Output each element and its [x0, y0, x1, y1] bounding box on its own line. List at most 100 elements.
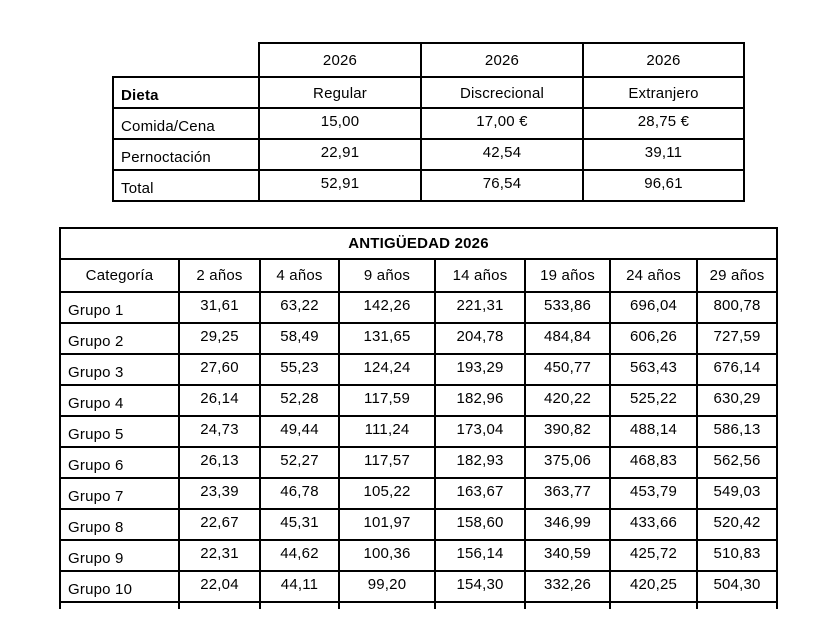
antiguedad-column-header: 2 años — [178, 258, 261, 293]
antiguedad-value-cell: 363,77 — [524, 477, 611, 510]
cutoff-cell — [609, 601, 698, 609]
antiguedad-value-cell: 630,29 — [696, 384, 778, 417]
antiguedad-value-cell: 22,67 — [178, 508, 261, 541]
antiguedad-title-row: ANTIGÜEDAD 2026 — [59, 227, 778, 260]
antiguedad-row-label: Grupo 7 — [59, 477, 180, 510]
dieta-column-header: Regular — [258, 76, 422, 109]
cutoff-cell — [434, 601, 526, 609]
antiguedad-value-cell: 468,83 — [609, 446, 698, 479]
cutoff-cell — [178, 601, 261, 609]
antiguedad-row-label: Grupo 2 — [59, 322, 180, 355]
dieta-header-row: Dieta Regular Discrecional Extranjero — [112, 76, 745, 109]
antiguedad-value-cell: 182,96 — [434, 384, 526, 417]
antiguedad-row-label: Grupo 4 — [59, 384, 180, 417]
antiguedad-value-cell: 504,30 — [696, 570, 778, 603]
antiguedad-column-header: 4 años — [259, 258, 340, 293]
antiguedad-row: Grupo 3 27,60 55,23 124,24 193,29 450,77… — [59, 353, 778, 386]
dieta-column-header: Discrecional — [420, 76, 584, 109]
antiguedad-value-cell: 510,83 — [696, 539, 778, 572]
dieta-row: Comida/Cena 15,00 17,00 € 28,75 € — [112, 107, 745, 140]
antiguedad-column-header: 14 años — [434, 258, 526, 293]
dieta-row-label: Comida/Cena — [112, 107, 260, 140]
antiguedad-value-cell: 22,04 — [178, 570, 261, 603]
antiguedad-value-cell: 549,03 — [696, 477, 778, 510]
antiguedad-value-cell: 562,56 — [696, 446, 778, 479]
antiguedad-row: Grupo 7 23,39 46,78 105,22 163,67 363,77… — [59, 477, 778, 510]
antiguedad-column-header: 29 años — [696, 258, 778, 293]
antiguedad-value-cell: 420,22 — [524, 384, 611, 417]
antiguedad-value-cell: 484,84 — [524, 322, 611, 355]
antiguedad-value-cell: 23,39 — [178, 477, 261, 510]
antiguedad-value-cell: 55,23 — [259, 353, 340, 386]
antiguedad-value-cell: 111,24 — [338, 415, 436, 448]
antiguedad-value-cell: 193,29 — [434, 353, 526, 386]
antiguedad-value-cell: 52,27 — [259, 446, 340, 479]
antiguedad-row-label: Grupo 6 — [59, 446, 180, 479]
antiguedad-value-cell: 26,14 — [178, 384, 261, 417]
antiguedad-value-cell: 46,78 — [259, 477, 340, 510]
dieta-row-label: Pernoctación — [112, 138, 260, 171]
antiguedad-value-cell: 221,31 — [434, 291, 526, 324]
cutoff-cell — [259, 601, 340, 609]
cutoff-cell — [338, 601, 436, 609]
antiguedad-value-cell: 390,82 — [524, 415, 611, 448]
antiguedad-row: Grupo 1 31,61 63,22 142,26 221,31 533,86… — [59, 291, 778, 324]
antiguedad-row: Grupo 10 22,04 44,11 99,20 154,30 332,26… — [59, 570, 778, 603]
antiguedad-value-cell: 375,06 — [524, 446, 611, 479]
dieta-empty-corner-cell — [113, 43, 260, 78]
antiguedad-value-cell: 45,31 — [259, 508, 340, 541]
antiguedad-value-cell: 606,26 — [609, 322, 698, 355]
antiguedad-value-cell: 44,11 — [259, 570, 340, 603]
antiguedad-value-cell: 450,77 — [524, 353, 611, 386]
antiguedad-row-label: Grupo 3 — [59, 353, 180, 386]
antiguedad-row-label: Grupo 10 — [59, 570, 180, 603]
antiguedad-value-cell: 49,44 — [259, 415, 340, 448]
antiguedad-row: Grupo 6 26,13 52,27 117,57 182,93 375,06… — [59, 446, 778, 479]
antiguedad-column-header: 24 años — [609, 258, 698, 293]
dieta-value-cell: 28,75 € — [582, 107, 745, 140]
antiguedad-value-cell: 453,79 — [609, 477, 698, 510]
antiguedad-value-cell: 24,73 — [178, 415, 261, 448]
dieta-value-cell: 17,00 € — [420, 107, 584, 140]
dieta-value-cell: 76,54 — [420, 169, 584, 202]
cutoff-cell — [59, 601, 180, 609]
antiguedad-row: Grupo 4 26,14 52,28 117,59 182,96 420,22… — [59, 384, 778, 417]
antiguedad-value-cell: 586,13 — [696, 415, 778, 448]
antiguedad-row: Grupo 2 29,25 58,49 131,65 204,78 484,84… — [59, 322, 778, 355]
antiguedad-header-row: Categoría 2 años 4 años 9 años 14 años 1… — [59, 258, 778, 293]
dieta-row: Pernoctación 22,91 42,54 39,11 — [112, 138, 745, 171]
antiguedad-value-cell: 533,86 — [524, 291, 611, 324]
antiguedad-value-cell: 420,25 — [609, 570, 698, 603]
antiguedad-value-cell: 156,14 — [434, 539, 526, 572]
antiguedad-value-cell: 22,31 — [178, 539, 261, 572]
antiguedad-row-label: Grupo 1 — [59, 291, 180, 324]
antiguedad-row: Grupo 9 22,31 44,62 100,36 156,14 340,59… — [59, 539, 778, 572]
dieta-column-header: Extranjero — [582, 76, 745, 109]
antiguedad-value-cell: 676,14 — [696, 353, 778, 386]
antiguedad-value-cell: 29,25 — [178, 322, 261, 355]
dieta-year-cell: 2026 — [420, 42, 584, 78]
dieta-year-cell: 2026 — [582, 42, 745, 78]
antiguedad-column-header: 9 años — [338, 258, 436, 293]
dieta-year-cell: 2026 — [258, 42, 422, 78]
dieta-table: 2026 2026 2026 Dieta Regular Discreciona… — [112, 42, 745, 202]
antiguedad-column-header: Categoría — [59, 258, 180, 293]
antiguedad-value-cell: 105,22 — [338, 477, 436, 510]
dieta-year-row: 2026 2026 2026 — [113, 42, 745, 78]
antiguedad-value-cell: 124,24 — [338, 353, 436, 386]
antiguedad-row-label: Grupo 9 — [59, 539, 180, 572]
antiguedad-value-cell: 182,93 — [434, 446, 526, 479]
antiguedad-value-cell: 44,62 — [259, 539, 340, 572]
antiguedad-value-cell: 173,04 — [434, 415, 526, 448]
antiguedad-value-cell: 142,26 — [338, 291, 436, 324]
antiguedad-value-cell: 99,20 — [338, 570, 436, 603]
antiguedad-column-header: 19 años — [524, 258, 611, 293]
antiguedad-value-cell: 204,78 — [434, 322, 526, 355]
antiguedad-value-cell: 727,59 — [696, 322, 778, 355]
antiguedad-value-cell: 425,72 — [609, 539, 698, 572]
dieta-value-cell: 42,54 — [420, 138, 584, 171]
antiguedad-value-cell: 117,57 — [338, 446, 436, 479]
antiguedad-value-cell: 525,22 — [609, 384, 698, 417]
dieta-value-cell: 52,91 — [258, 169, 422, 202]
